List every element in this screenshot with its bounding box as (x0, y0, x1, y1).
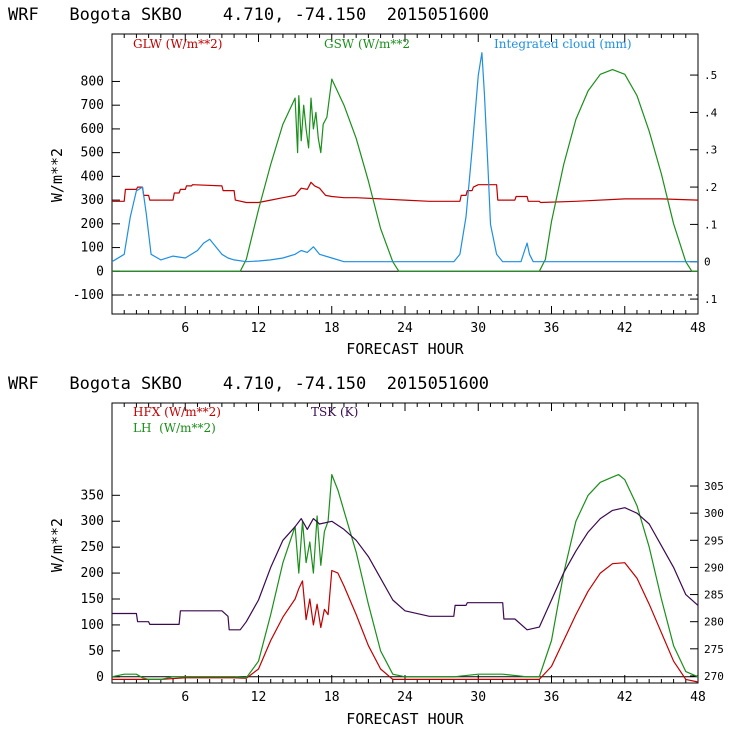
x-tick-label: 18 (324, 690, 340, 705)
x-tick-label: 6 (181, 321, 189, 336)
y-tick-label: 200 (81, 566, 104, 581)
chart-title: WRF Bogota SKBO 4.710, -74.150 201505160… (8, 5, 489, 25)
plot-frame (111, 33, 699, 315)
panel-2: WRF Bogota SKBO 4.710, -74.150 201505160… (8, 374, 724, 728)
y2-tick-label: .1 (704, 293, 717, 306)
x-tick-label: 24 (397, 321, 413, 336)
legend-entry: Integrated cloud (mm) (494, 37, 632, 51)
y-tick-label: 100 (81, 241, 104, 256)
y-tick-label: 350 (81, 488, 104, 503)
gridlines (112, 270, 698, 296)
x-tick-label: 48 (690, 690, 706, 705)
x-tick-label: 6 (181, 690, 189, 705)
y2-tick-label: 300 (704, 507, 724, 520)
y-tick-label: 400 (81, 169, 104, 184)
x-tick-label: 48 (690, 321, 706, 336)
y-axis-label: W/m**2 (48, 148, 66, 202)
y-tick-label: 0 (96, 670, 104, 685)
axis-ticks: 6 12 18 24 30 36 42 48 -100 0 100 200 300 400 500 600 70… (73, 34, 718, 336)
y-tick-label: 500 (81, 146, 104, 161)
axis-ticks: 6 12 18 24 30 36 42 48 0 50 100 150 200 250 300 350 270 2… (81, 403, 724, 705)
legend-entry: GSW (W/m**2 (324, 37, 410, 51)
y-tick-label: 800 (81, 74, 104, 89)
y2-tick-label: .5 (704, 69, 717, 82)
y2-tick-label: 290 (704, 561, 724, 574)
series-lines (111, 52, 699, 272)
series-line (112, 181, 699, 204)
chart-title: WRF Bogota SKBO 4.710, -74.150 201505160… (8, 374, 489, 394)
x-axis-label: FORECAST HOUR (346, 340, 464, 358)
y2-tick-label: 275 (704, 643, 724, 656)
y2-tick-label: 305 (704, 480, 724, 493)
y-tick-label: 250 (81, 540, 104, 555)
x-tick-label: 42 (617, 690, 633, 705)
series-lines (111, 474, 699, 683)
y2-tick-label: .1 (704, 218, 717, 231)
x-tick-label: 36 (544, 321, 560, 336)
x-tick-label: 36 (544, 690, 560, 705)
y-tick-label: 300 (81, 193, 104, 208)
x-axis-label: FORECAST HOUR (346, 710, 464, 728)
y2-tick-label: .4 (704, 106, 718, 119)
legend-entry: HFX (W/m**2) (133, 405, 221, 419)
x-tick-label: 18 (324, 321, 340, 336)
y-tick-label: 150 (81, 592, 104, 607)
y-tick-label: 0 (96, 264, 104, 279)
series-line (111, 474, 699, 681)
y-tick-label: 700 (81, 98, 104, 113)
y-tick-label: -100 (73, 288, 104, 303)
x-tick-label: 30 (470, 690, 486, 705)
series-line (112, 68, 698, 272)
series-line (111, 52, 698, 263)
y2-tick-label: .3 (704, 144, 717, 157)
legend-entry: LH (W/m**2) (133, 421, 216, 435)
y-tick-label: 300 (81, 514, 104, 529)
y2-tick-label: 0 (704, 256, 711, 269)
y-tick-label: 200 (81, 217, 104, 232)
y-tick-label: 600 (81, 122, 104, 137)
y-axis-label: W/m**2 (48, 518, 66, 572)
panel-1: WRF Bogota SKBO 4.710, -74.150 201505160… (8, 5, 718, 358)
y2-tick-label: 285 (704, 589, 724, 602)
y2-tick-label: 280 (704, 616, 724, 629)
y2-tick-label: .2 (704, 181, 717, 194)
plot-frame (111, 402, 699, 684)
series-line (112, 562, 699, 683)
y2-tick-label: 270 (704, 670, 724, 683)
legend-entry: TSK (K) (311, 405, 358, 419)
x-tick-label: 12 (251, 321, 267, 336)
x-tick-label: 42 (617, 321, 633, 336)
y-tick-label: 50 (88, 644, 104, 659)
x-tick-label: 12 (251, 690, 267, 705)
series-line (112, 507, 699, 631)
x-tick-label: 30 (470, 321, 486, 336)
y2-tick-label: 295 (704, 534, 724, 547)
x-tick-label: 24 (397, 690, 413, 705)
y-tick-label: 100 (81, 618, 104, 633)
legend-entry: GLW (W/m**2) (133, 37, 222, 51)
